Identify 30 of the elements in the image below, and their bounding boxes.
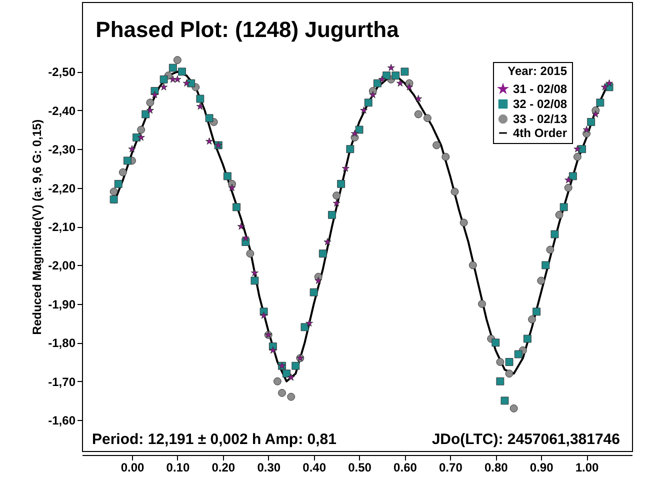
x-tick-label: 0.00: [120, 460, 144, 474]
legend-label: 33 - 02/13: [513, 112, 568, 126]
x-tick-label: 0.40: [302, 460, 326, 474]
x-tick-label: 0.90: [530, 460, 554, 474]
legend-label: 4th Order: [513, 126, 568, 140]
y-tick-label: -2,40: [48, 104, 76, 118]
x-tick-label: 0.70: [439, 460, 463, 474]
y-tick-label: -2,30: [48, 142, 76, 157]
annotation: Period: 12,191 ± 0,002 h Amp: 0,81: [92, 431, 336, 448]
y-tick-label: -2,20: [48, 181, 76, 196]
x-tick-label: 0.50: [348, 460, 372, 474]
text: Phased Plot: (1248) Jugurtha: [96, 17, 400, 42]
y-axis-title: Reduced Magnitude(V) (a: 9,6 G: 0,15): [30, 119, 44, 335]
x-tick-label: 0.20: [212, 460, 236, 474]
x-tick-label: 0.10: [166, 460, 190, 474]
legend-label: 32 - 02/08: [513, 97, 568, 111]
legend-title: Year: 2015: [508, 64, 568, 78]
x-tick-label: 0.80: [484, 460, 508, 474]
y-tick-label: -1,70: [48, 374, 76, 389]
y-tick-label: -1,80: [48, 336, 76, 350]
y-tick-label: -2,00: [48, 258, 76, 273]
x-tick-label: 0.60: [394, 460, 418, 474]
legend-label: 31 - 02/08: [513, 82, 568, 96]
annotation: JDo(LTC): 2457061,381746: [432, 431, 620, 448]
y-tick-label: -2,10: [48, 220, 76, 234]
y-tick-label: -1,90: [48, 297, 76, 312]
x-tick-label: 0.30: [257, 460, 281, 474]
x-tick-label: 1.00: [575, 460, 600, 474]
y-tick-label: -1,60: [48, 414, 76, 428]
y-tick-label: -2,50: [48, 65, 76, 80]
